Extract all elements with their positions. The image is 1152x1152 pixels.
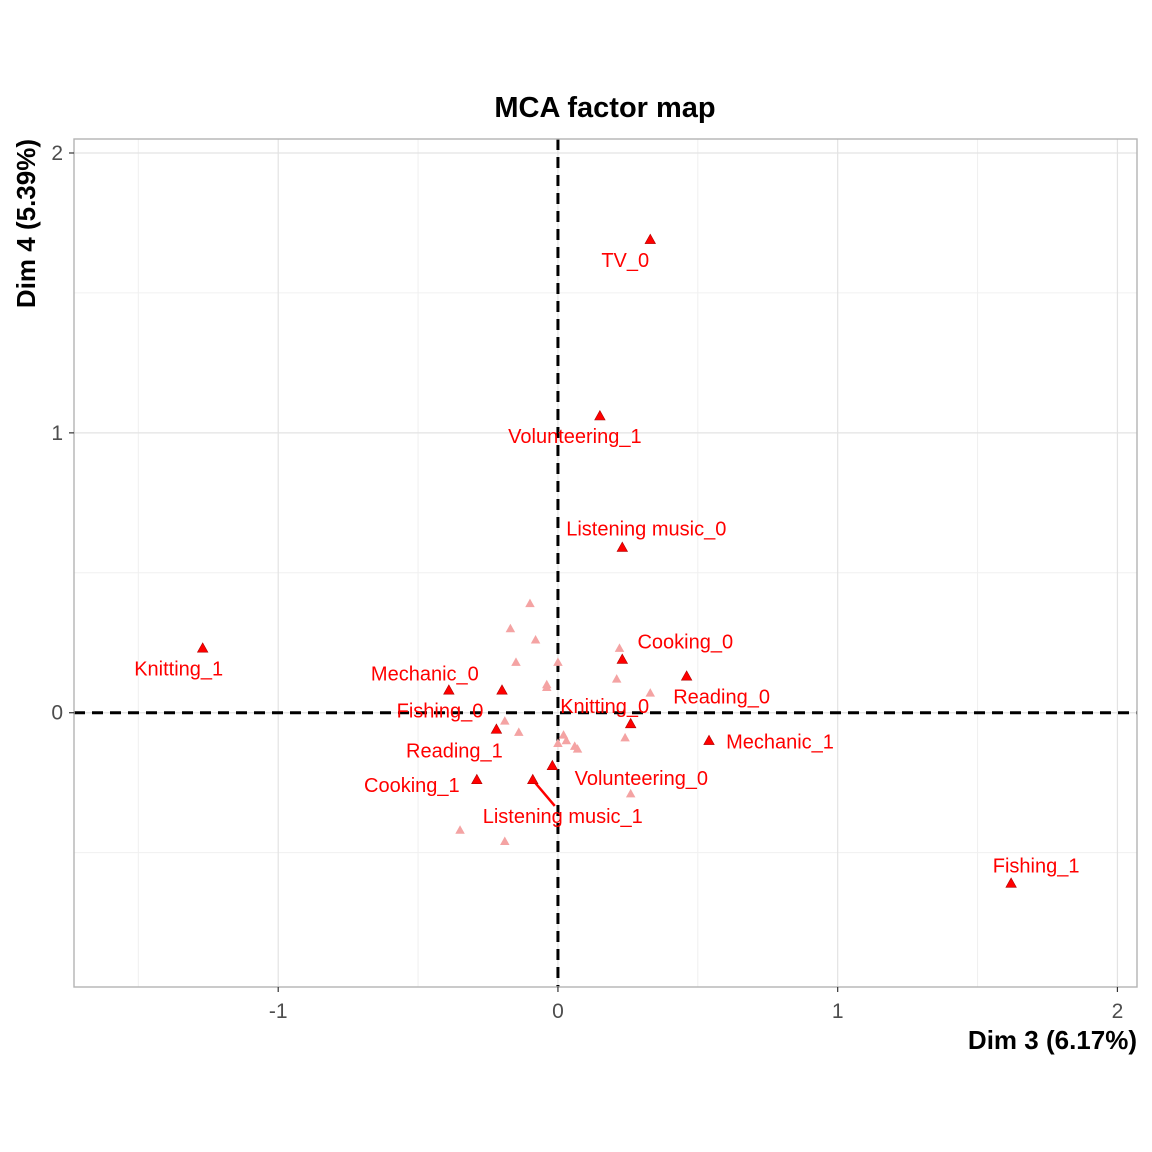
point-label: Knitting_0 bbox=[560, 696, 649, 718]
point-cooking_0 bbox=[616, 653, 629, 664]
background-point bbox=[530, 634, 541, 644]
background-point bbox=[625, 788, 636, 798]
point-mechanic_1 bbox=[703, 734, 715, 745]
point-label: Volunteering_0 bbox=[575, 768, 708, 790]
point-reading_1 bbox=[490, 723, 503, 734]
point-fishing_1 bbox=[1005, 877, 1017, 888]
point-mechanic_0 bbox=[443, 684, 455, 695]
point-knitting_1 bbox=[196, 642, 209, 653]
point-fishing_0 bbox=[496, 684, 508, 695]
point-listening-music_0 bbox=[616, 541, 629, 552]
point-label: Volunteering_1 bbox=[508, 426, 641, 448]
background-point bbox=[514, 727, 524, 736]
background-point bbox=[553, 738, 563, 748]
y-tick-label: 0 bbox=[51, 702, 63, 725]
point-reading_0 bbox=[680, 670, 693, 681]
point-label: Mechanic_0 bbox=[371, 663, 479, 685]
y-tick-label: 1 bbox=[51, 422, 63, 445]
point-knitting_0 bbox=[624, 717, 637, 729]
point-label: Reading_0 bbox=[673, 686, 770, 708]
background-point bbox=[511, 657, 521, 666]
point-label: Reading_1 bbox=[406, 741, 503, 763]
x-tick-label: -1 bbox=[269, 1000, 288, 1023]
point-tv_0 bbox=[644, 233, 656, 244]
point-label: TV_0 bbox=[601, 250, 649, 272]
point-label: Listening music_0 bbox=[566, 519, 726, 541]
chart-title: MCA factor map bbox=[494, 92, 715, 124]
reference-lines bbox=[74, 139, 1137, 987]
background-point bbox=[542, 682, 552, 692]
background-point bbox=[572, 744, 583, 753]
background-point bbox=[645, 688, 656, 697]
background-point bbox=[500, 836, 510, 845]
background-point bbox=[455, 825, 465, 834]
label-leader-line bbox=[531, 779, 556, 807]
x-tick-label: 1 bbox=[832, 1000, 844, 1023]
point-volunteering_0 bbox=[546, 759, 559, 771]
x-axis-ticks: -1 0 1 2 bbox=[269, 987, 1123, 1023]
panel-border bbox=[73, 138, 1138, 988]
point-label: Cooking_1 bbox=[364, 775, 460, 797]
background-point bbox=[561, 735, 572, 745]
point-listening-music_1 bbox=[527, 773, 539, 785]
background-point bbox=[525, 598, 535, 608]
point-volunteering_1 bbox=[594, 409, 606, 421]
x-tick-label: 2 bbox=[1112, 1000, 1124, 1023]
y-tick-label: 2 bbox=[51, 142, 63, 165]
point-label: Listening music_1 bbox=[483, 806, 643, 828]
point-label: Cooking_0 bbox=[637, 632, 733, 654]
point-label: Fishing_0 bbox=[397, 700, 484, 722]
point-labels: TV_0 Volunteering_1 Listening music_0 Knitt… bbox=[134, 250, 1079, 878]
point-label: Knitting_1 bbox=[134, 658, 223, 680]
background-point bbox=[553, 657, 563, 666]
background-point bbox=[620, 732, 630, 742]
background-point bbox=[611, 674, 622, 683]
label-leader-lines bbox=[531, 779, 556, 807]
background-points bbox=[455, 598, 656, 845]
point-cooking_1 bbox=[471, 773, 483, 785]
labeled-points bbox=[196, 233, 1017, 888]
y-axis-title: Dim 4 (5.39%) bbox=[11, 139, 41, 308]
point-label: Fishing_1 bbox=[993, 855, 1080, 877]
x-axis-title: Dim 3 (6.17%) bbox=[968, 1025, 1137, 1055]
background-point bbox=[505, 623, 516, 633]
background-point bbox=[500, 716, 510, 725]
point-label: Mechanic_1 bbox=[726, 732, 834, 754]
y-axis-ticks: 0 1 2 bbox=[51, 142, 74, 725]
background-point bbox=[614, 643, 625, 652]
grid-minor bbox=[74, 139, 1137, 987]
x-tick-label: 0 bbox=[552, 1000, 564, 1023]
